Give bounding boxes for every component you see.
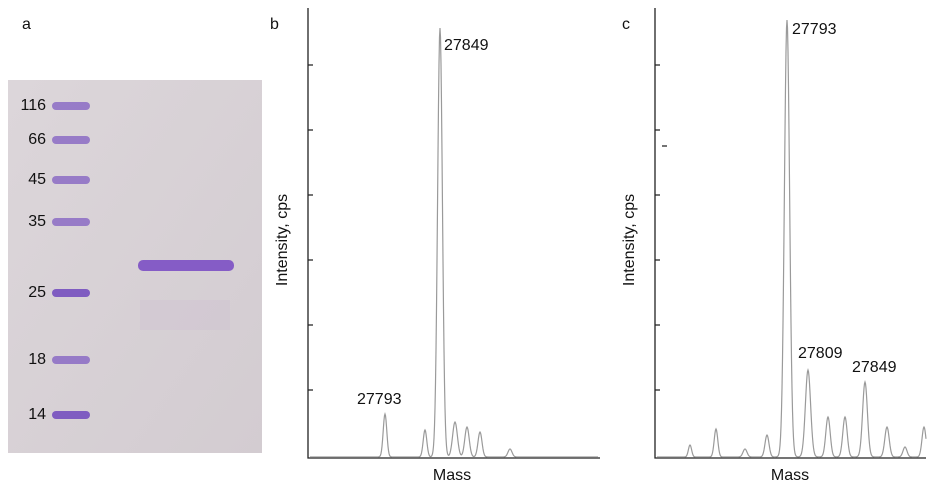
marker-label: 18 [28, 351, 46, 368]
peak-label: 27793 [792, 21, 837, 38]
peak-label: 27849 [852, 359, 897, 376]
marker-band [52, 218, 90, 226]
marker-band [52, 289, 90, 297]
y-label: Intensity, cps [274, 194, 291, 286]
smear [140, 300, 230, 330]
marker-band [52, 411, 90, 419]
marker-label: 25 [28, 284, 46, 301]
panel-label: b [270, 16, 279, 33]
panel-label: a [22, 16, 31, 33]
sample-band [138, 260, 234, 271]
marker-band [52, 356, 90, 364]
tick [655, 64, 667, 391]
spectrum [657, 19, 927, 458]
y-label: Intensity, cps [621, 194, 638, 286]
peak-label: 27809 [798, 345, 843, 362]
y-ticks [308, 64, 313, 391]
peak-label: 27793 [357, 391, 402, 408]
marker-label: 66 [28, 131, 46, 148]
panel-label: c [622, 16, 630, 33]
marker-label: 116 [20, 97, 46, 114]
marker-label: 14 [28, 406, 46, 423]
tick [308, 64, 313, 391]
axis [307, 8, 600, 459]
axis [654, 8, 926, 459]
spectrum [310, 27, 598, 458]
peak-label: 27849 [444, 37, 489, 54]
ladder: 116 66 45 35 25 18 14 [20, 97, 90, 423]
x-label: Mass [433, 467, 471, 484]
marker-label: 35 [28, 213, 46, 230]
x-label: Mass [771, 467, 809, 484]
marker-band [52, 102, 90, 110]
marker-band [52, 176, 90, 184]
marker-label: 45 [28, 171, 46, 188]
marker-band [52, 136, 90, 144]
